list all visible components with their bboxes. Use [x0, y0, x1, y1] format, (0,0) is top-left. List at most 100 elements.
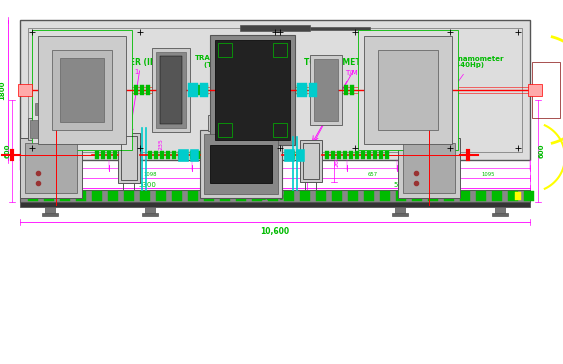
- Bar: [297, 151, 301, 159]
- Bar: [198, 85, 202, 95]
- Bar: [113, 151, 117, 159]
- Bar: [184, 151, 188, 159]
- Bar: [291, 151, 295, 159]
- Text: 260: 260: [334, 155, 339, 167]
- Bar: [398, 138, 460, 198]
- Bar: [32, 100, 50, 118]
- Bar: [300, 191, 310, 201]
- Bar: [190, 151, 194, 159]
- Bar: [361, 151, 365, 159]
- Bar: [240, 25, 310, 31]
- Bar: [146, 85, 150, 95]
- Bar: [392, 213, 408, 216]
- Text: 912: 912: [307, 172, 318, 177]
- Bar: [28, 28, 522, 152]
- Bar: [140, 85, 144, 95]
- Bar: [107, 151, 111, 159]
- Text: T/M 2: T/M 2: [345, 70, 365, 76]
- Bar: [355, 151, 359, 159]
- Bar: [460, 191, 470, 201]
- Bar: [76, 191, 86, 201]
- Bar: [101, 151, 105, 159]
- Bar: [190, 149, 198, 161]
- Bar: [42, 213, 58, 216]
- Bar: [28, 118, 56, 140]
- Text: 10,600: 10,600: [261, 193, 289, 202]
- Bar: [208, 115, 274, 131]
- Bar: [380, 191, 390, 201]
- Bar: [121, 136, 137, 180]
- Text: T/M 1: T/M 1: [120, 69, 140, 75]
- Bar: [44, 191, 54, 201]
- Bar: [402, 118, 430, 140]
- Bar: [273, 43, 287, 57]
- Bar: [210, 145, 272, 183]
- Bar: [337, 151, 341, 159]
- Bar: [200, 130, 282, 198]
- Bar: [524, 191, 534, 201]
- Bar: [20, 202, 530, 207]
- Bar: [204, 134, 278, 194]
- Bar: [35, 103, 47, 115]
- Bar: [508, 191, 518, 201]
- Text: 648: 648: [417, 172, 427, 177]
- Bar: [32, 30, 132, 150]
- Bar: [373, 151, 377, 159]
- Text: 600: 600: [539, 144, 545, 158]
- Bar: [428, 191, 438, 201]
- Bar: [192, 85, 196, 95]
- Bar: [396, 191, 406, 201]
- Text: 5300: 5300: [138, 182, 156, 188]
- Bar: [303, 143, 319, 179]
- Bar: [118, 133, 140, 183]
- Bar: [350, 85, 354, 95]
- Bar: [297, 83, 307, 97]
- Bar: [204, 191, 214, 201]
- Bar: [166, 151, 170, 159]
- Bar: [188, 191, 198, 201]
- Text: 1095: 1095: [481, 172, 495, 177]
- Bar: [343, 151, 347, 159]
- Bar: [154, 151, 158, 159]
- Bar: [314, 59, 338, 121]
- Text: 600: 600: [5, 144, 11, 158]
- Bar: [20, 138, 82, 198]
- Bar: [60, 191, 70, 201]
- Bar: [406, 100, 424, 118]
- Bar: [152, 48, 190, 132]
- Bar: [92, 191, 102, 201]
- Bar: [204, 85, 208, 95]
- Bar: [172, 191, 182, 201]
- Bar: [196, 151, 200, 159]
- Text: 10,600: 10,600: [261, 227, 289, 236]
- Bar: [358, 30, 458, 150]
- Bar: [331, 151, 335, 159]
- Bar: [405, 120, 427, 138]
- Bar: [156, 52, 186, 128]
- Bar: [38, 36, 126, 144]
- Bar: [148, 151, 152, 159]
- Bar: [492, 191, 502, 201]
- Bar: [412, 191, 422, 201]
- Bar: [409, 103, 421, 115]
- Bar: [140, 191, 150, 201]
- Bar: [492, 213, 508, 216]
- Bar: [20, 190, 530, 202]
- Bar: [236, 191, 246, 201]
- Bar: [532, 62, 560, 118]
- Bar: [200, 83, 208, 97]
- Bar: [20, 20, 530, 160]
- Text: 657: 657: [367, 172, 377, 177]
- Bar: [495, 207, 505, 213]
- Text: 480: 480: [254, 172, 265, 177]
- Bar: [309, 83, 317, 97]
- Text: 645: 645: [212, 172, 222, 177]
- Bar: [297, 85, 301, 95]
- Bar: [95, 151, 99, 159]
- Bar: [395, 207, 405, 213]
- Bar: [252, 191, 262, 201]
- Text: 1800: 1800: [0, 80, 5, 100]
- Bar: [284, 191, 294, 201]
- Bar: [52, 50, 112, 130]
- Bar: [124, 191, 134, 201]
